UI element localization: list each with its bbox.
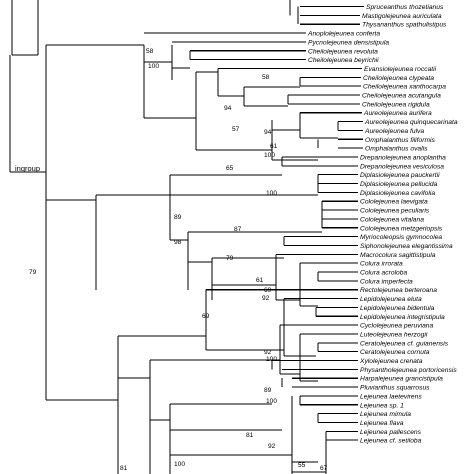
support-value: 58 [262,74,270,81]
taxon-label: Aureolejeunea fulva [364,128,424,135]
support-value: 100 [264,152,275,159]
taxon-label: Cololejeunea vitalana [360,216,424,223]
support-value: 89 [174,214,182,221]
support-value: 92 [264,349,272,356]
taxon-label: Lejeunea flava [360,420,404,427]
support-value: 61 [270,143,278,150]
taxon-label: Diplasiolejeunea pauckertii [360,172,440,179]
taxon-label: Anoplolejeunea conferta [307,31,380,38]
taxon-label: Pluvianthus squarrosus [360,385,430,392]
support-value: 69 [202,313,210,320]
taxon-label: Xylolejeunea crenata [359,358,423,365]
taxon-label: Spruceanthus thozetianus [366,4,444,11]
taxon-label: Omphalanthus ovalis [365,146,428,153]
taxon-label: Cololejeunea laevigata [360,199,428,206]
support-value: 94 [264,129,272,136]
taxon-label: Cheilolejeunea revoluta [308,48,378,55]
support-value: 100 [266,398,277,405]
taxon-label: Lejeunea laetevirens [360,393,422,400]
taxon-label: Cheilolejeunea rigidula [362,101,430,108]
support-value: 79 [29,269,37,276]
taxon-label: Colura imperfecta [360,278,413,285]
taxon-label: Cheilolejeunea acutangula [362,93,441,100]
taxon-label: Cololejeunea peculiaris [360,208,430,215]
taxon-label: Cyclolejeunea peruviana [360,323,434,330]
taxon-label: Harpalejeunea grancistipula [360,376,443,383]
ingroup-label: ingroup [15,164,40,173]
taxon-label: Colura acroloba [360,270,407,277]
support-value: 100 [266,356,277,363]
taxon-label: Cololejeunea metzgeriopsis [360,225,443,232]
taxon-label: Colura irrorata [360,261,403,268]
taxon-label: Lejeunea cf. setiloba [360,438,422,445]
taxon-label: Diplasiolejeunea pellucida [360,181,438,188]
taxon-label: Drepanolejeunea vesiculosa [360,163,444,170]
taxon-label: Lepidolejeunea integristipula [360,314,445,321]
taxon-label: Thysananthus spathulistipus [362,22,447,29]
taxon-label: Aureolejeunea quinquecarinata [364,119,458,126]
taxon-label: Drepanolejeunea anoplantha [360,154,446,161]
taxon-label: Pycnolejeunea densistipula [308,39,389,46]
support-value: 100 [266,190,277,197]
support-value: 92 [268,443,276,450]
support-value: 65 [226,165,234,172]
support-value: 67 [320,465,328,472]
support-value: 79 [226,255,234,262]
support-value: 100 [174,461,185,468]
taxon-label: Macrocolura sagittistipula [360,252,436,259]
support-value: 81 [246,432,254,439]
taxon-label: Mastigolejeunea auriculata [362,13,442,20]
support-value: 92 [262,295,270,302]
taxon-label: Cheilolejeunea xanthocarpa [363,84,446,91]
taxon-label: Siphonolejeunea elegantissima [360,243,453,250]
taxon-label: Rectolejeunea berteroana [360,287,437,294]
support-value: 94 [224,105,232,112]
taxon-label: Lejeunea mimula [360,411,411,418]
support-value: 58 [146,48,154,55]
taxon-label: Myriocoleopsis gymnocolea [360,234,442,241]
taxon-label: Luteolejeunea herzogii [360,331,428,338]
support-value: 87 [234,226,242,233]
support-value: 100 [148,63,159,70]
taxon-label: Lejeunea pallescens [360,429,422,436]
taxon-label: Lejeunea sp. 1 [360,402,404,409]
taxon-label: Cheilolejeunea beyrichii [308,57,379,64]
support-value: 57 [232,126,240,133]
support-value: 69 [264,287,272,294]
support-value: 61 [256,277,264,284]
support-value: 55 [298,462,306,469]
taxon-label: Omphalanthus filiformis [365,137,436,144]
taxon-label: Ceratolejeunea cornuta [360,349,430,356]
support-value: 89 [264,387,272,394]
taxon-label: Lepidolejeunea bidentula [360,305,435,312]
support-value: 81 [120,465,128,472]
taxon-label: Aureolejeunea aurifera [363,110,432,117]
taxon-label: Diplasiolejeunea cavifolia [360,190,435,197]
support-value: 98 [174,239,182,246]
taxon-label: Physantholejeunea portoricensis [360,367,457,374]
taxon-label: Cheilolejeunea clypeata [363,75,434,82]
taxon-label: Lepidolejeunea eluta [360,296,422,303]
taxon-label: Evansiolejeunea roccatii [364,66,437,73]
taxon-label: Ceratolejeunea cf. guianensis [360,340,449,347]
